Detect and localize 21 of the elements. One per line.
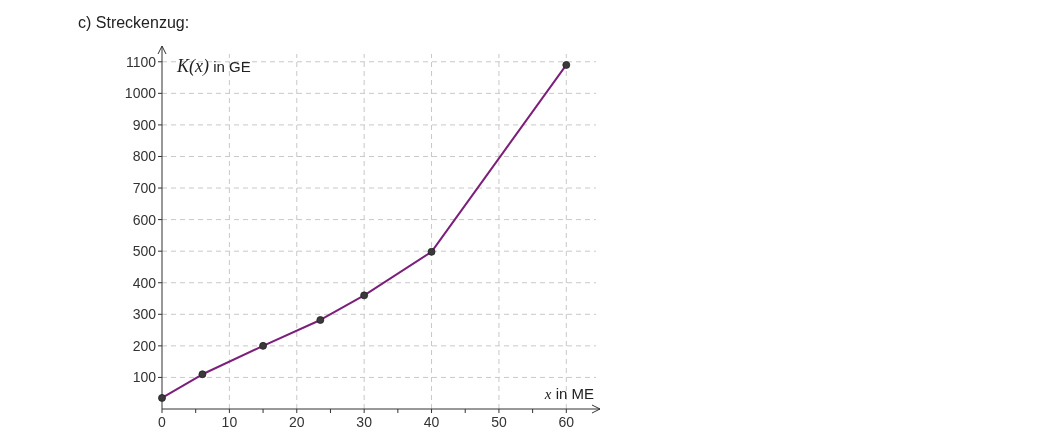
chart-title: c) Streckenzug: (78, 14, 190, 31)
y-tick-label: 900 (132, 116, 157, 133)
x-tick-label: 30 (356, 414, 373, 430)
y-tick-label: 1100 (125, 53, 157, 70)
y-tick-label: 100 (132, 369, 157, 386)
y-tick-label: 600 (132, 211, 157, 228)
y-tick-label: 500 (132, 243, 157, 260)
y-tick-label: 1000 (124, 85, 157, 102)
y-tick-label: 200 (132, 337, 157, 354)
x-tick-label: 40 (423, 414, 440, 430)
y-tick-label: 800 (132, 148, 157, 165)
y-tick-label: 400 (132, 274, 157, 291)
x-tick-label: 10 (221, 414, 238, 430)
x-tick-label: 0 (158, 414, 167, 430)
x-tick-label: 60 (558, 414, 575, 430)
y-axis-title: K(x) in GE (176, 56, 251, 77)
x-axis-title: x in ME (543, 385, 594, 402)
x-tick-label: 50 (491, 414, 507, 430)
y-tick-label: 300 (132, 306, 157, 323)
x-tick-label: 20 (288, 414, 305, 430)
y-tick-label: 700 (132, 180, 157, 197)
